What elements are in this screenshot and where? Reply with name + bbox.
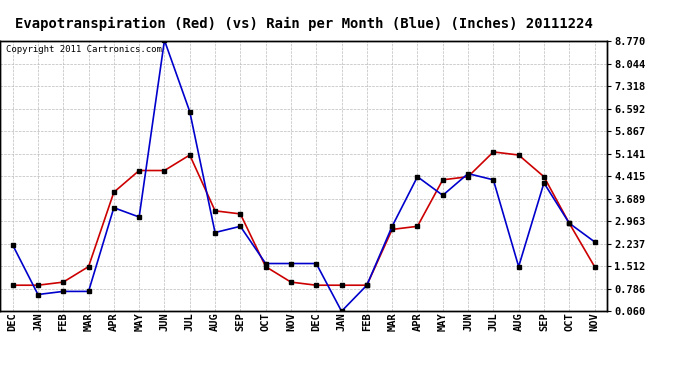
Text: Evapotranspiration (Red) (vs) Rain per Month (Blue) (Inches) 20111224: Evapotranspiration (Red) (vs) Rain per M… [14,17,593,31]
Text: Copyright 2011 Cartronics.com: Copyright 2011 Cartronics.com [6,45,162,54]
